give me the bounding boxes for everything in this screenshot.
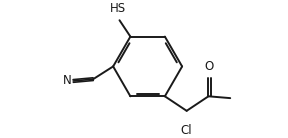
Text: O: O [205,60,214,73]
Text: N: N [62,75,71,87]
Text: HS: HS [110,2,126,15]
Text: Cl: Cl [181,124,192,137]
